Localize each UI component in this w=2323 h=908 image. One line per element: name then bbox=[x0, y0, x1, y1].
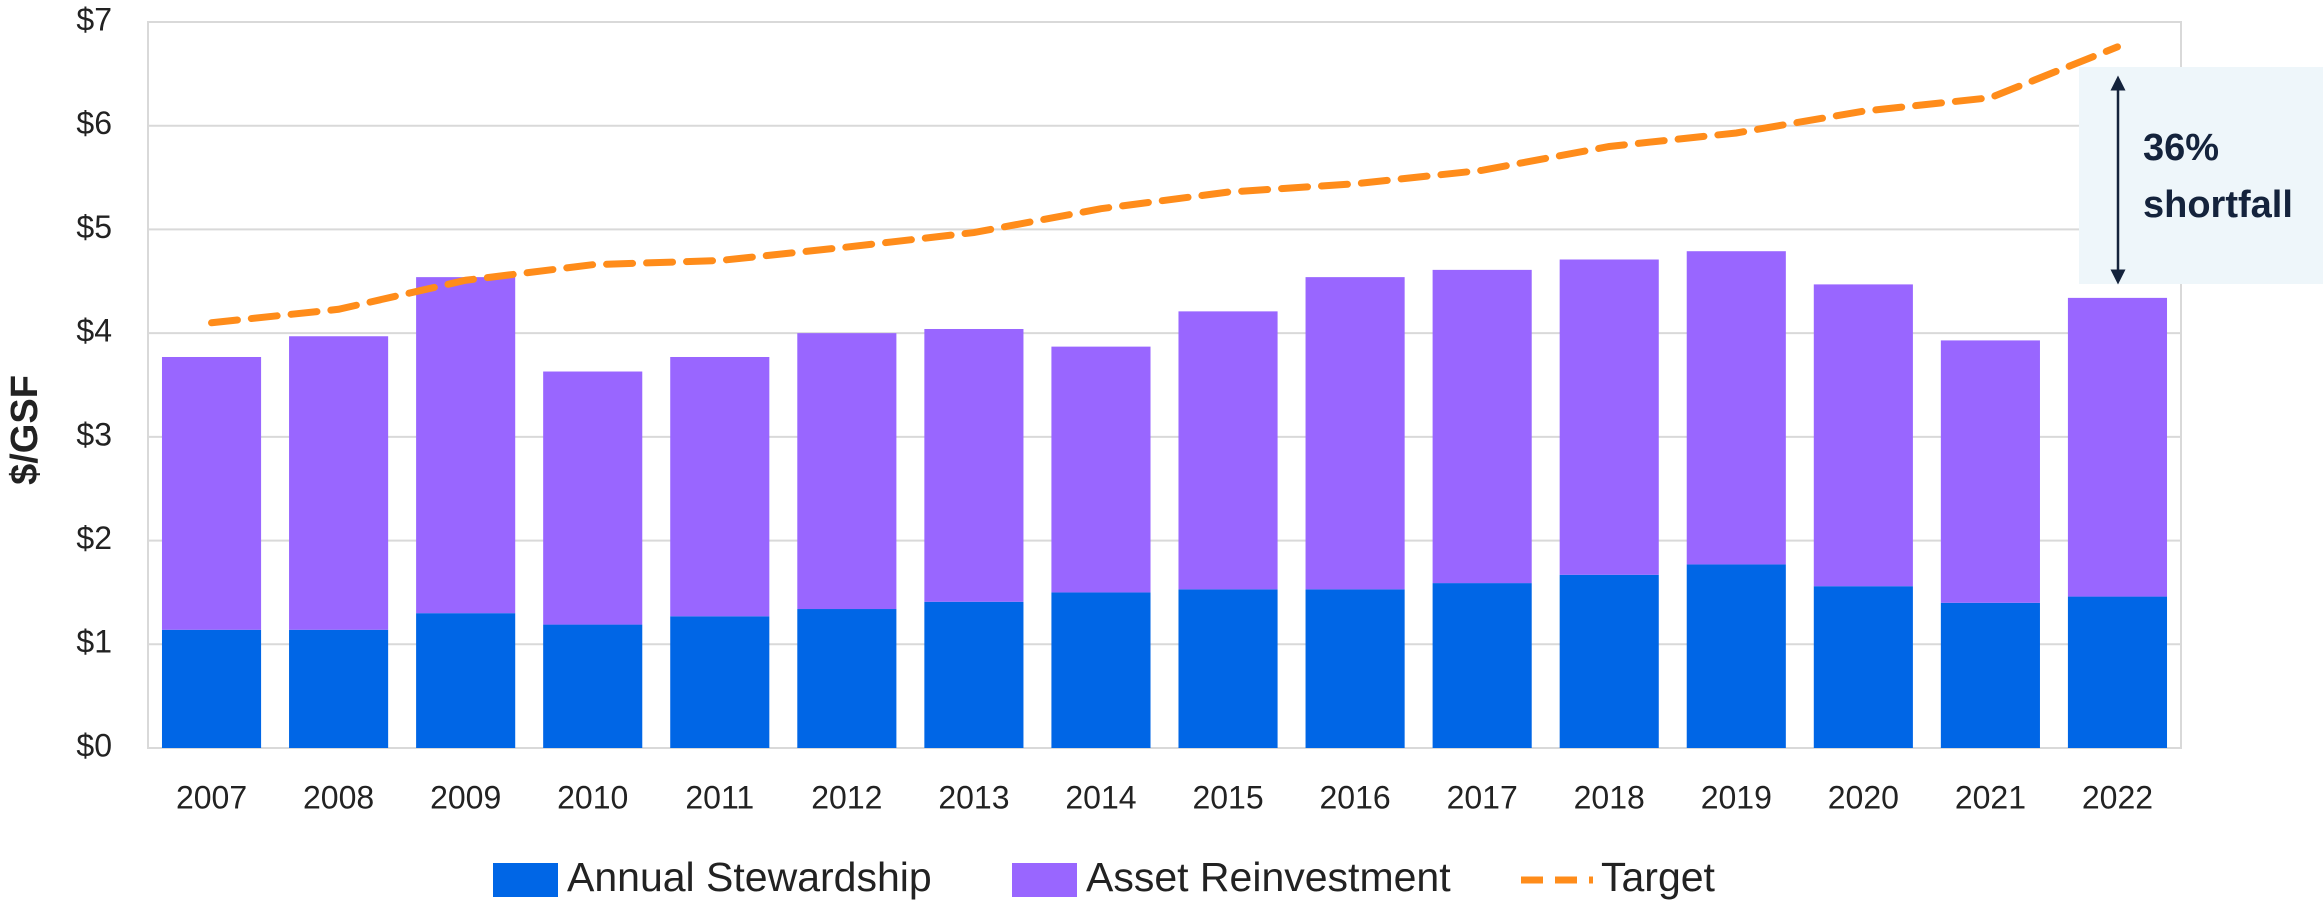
y-axis-label: $/GSF bbox=[4, 375, 46, 485]
plot-border bbox=[147, 21, 2182, 749]
x-tick-label: 2017 bbox=[1447, 779, 1518, 815]
bar bbox=[416, 613, 516, 748]
y-tick-label: $6 bbox=[76, 105, 112, 141]
y-tick-label: $2 bbox=[76, 520, 112, 556]
bar bbox=[1432, 583, 1532, 748]
x-tick-label: 2021 bbox=[1955, 779, 2026, 815]
bar bbox=[1686, 564, 1786, 748]
annotation-box bbox=[2079, 67, 2323, 284]
y-tick-label: $5 bbox=[76, 209, 112, 245]
legend-swatch bbox=[1012, 863, 1077, 897]
bar bbox=[1305, 277, 1405, 590]
bar bbox=[1559, 259, 1659, 575]
x-tick-label: 2014 bbox=[1065, 779, 1136, 815]
bar bbox=[161, 629, 262, 748]
bar bbox=[1051, 346, 1151, 593]
x-tick-label: 2016 bbox=[1320, 779, 1391, 815]
bar bbox=[289, 336, 389, 630]
bar bbox=[1940, 602, 2040, 748]
bar bbox=[1686, 251, 1786, 565]
y-tick-label: $1 bbox=[76, 624, 112, 660]
legend-label: Asset Reinvestment bbox=[1086, 854, 1451, 900]
y-tick-label: $7 bbox=[76, 1, 112, 37]
bar bbox=[161, 356, 262, 630]
bar bbox=[797, 333, 897, 610]
x-tick-label: 2022 bbox=[2082, 779, 2153, 815]
x-tick-label: 2020 bbox=[1828, 779, 1899, 815]
plot-area: $0 $1 $2 $3 $4 $5 $6 $7 2007 2008 2009 2010 2011 2012… bbox=[76, 1, 2182, 815]
bar bbox=[543, 624, 643, 748]
bar bbox=[797, 609, 897, 748]
bar bbox=[1813, 586, 1913, 748]
bar bbox=[670, 616, 770, 748]
bar bbox=[1813, 284, 1913, 587]
annotation-text: 36% bbox=[2143, 127, 2219, 169]
x-tick-label: 2018 bbox=[1574, 779, 1645, 815]
legend-label: Annual Stewardship bbox=[567, 854, 932, 900]
x-tick-label: 2013 bbox=[938, 779, 1009, 815]
y-tick-label: $3 bbox=[76, 416, 112, 452]
x-tick-label: 2019 bbox=[1701, 779, 1772, 815]
legend-label: Target bbox=[1601, 854, 1716, 900]
bar bbox=[1940, 340, 2040, 603]
y-tick-label: $0 bbox=[76, 727, 112, 763]
bar bbox=[1178, 311, 1278, 590]
x-tick-label: 2015 bbox=[1192, 779, 1263, 815]
bar bbox=[289, 629, 389, 748]
x-tick-label: 2009 bbox=[430, 779, 501, 815]
bar bbox=[2067, 297, 2168, 597]
bar bbox=[924, 601, 1024, 748]
x-tick-label: 2010 bbox=[557, 779, 628, 815]
bar bbox=[2067, 596, 2168, 748]
bar bbox=[416, 277, 516, 614]
x-tick-label: 2011 bbox=[685, 779, 754, 815]
bar bbox=[1178, 589, 1278, 748]
legend-swatch bbox=[493, 863, 558, 897]
bar bbox=[924, 328, 1024, 602]
line bbox=[208, 43, 2121, 327]
bar bbox=[1559, 574, 1659, 748]
bar bbox=[1051, 592, 1151, 748]
annotation-text: shortfall bbox=[2143, 184, 2293, 226]
y-tick-label: $4 bbox=[76, 313, 112, 349]
x-tick-label: 2012 bbox=[811, 779, 882, 815]
bar bbox=[543, 371, 643, 625]
bar bbox=[670, 356, 770, 617]
x-tick-label: 2007 bbox=[176, 779, 247, 815]
x-tick-label: 2008 bbox=[303, 779, 374, 815]
bar bbox=[1305, 589, 1405, 748]
bar bbox=[1432, 269, 1532, 584]
